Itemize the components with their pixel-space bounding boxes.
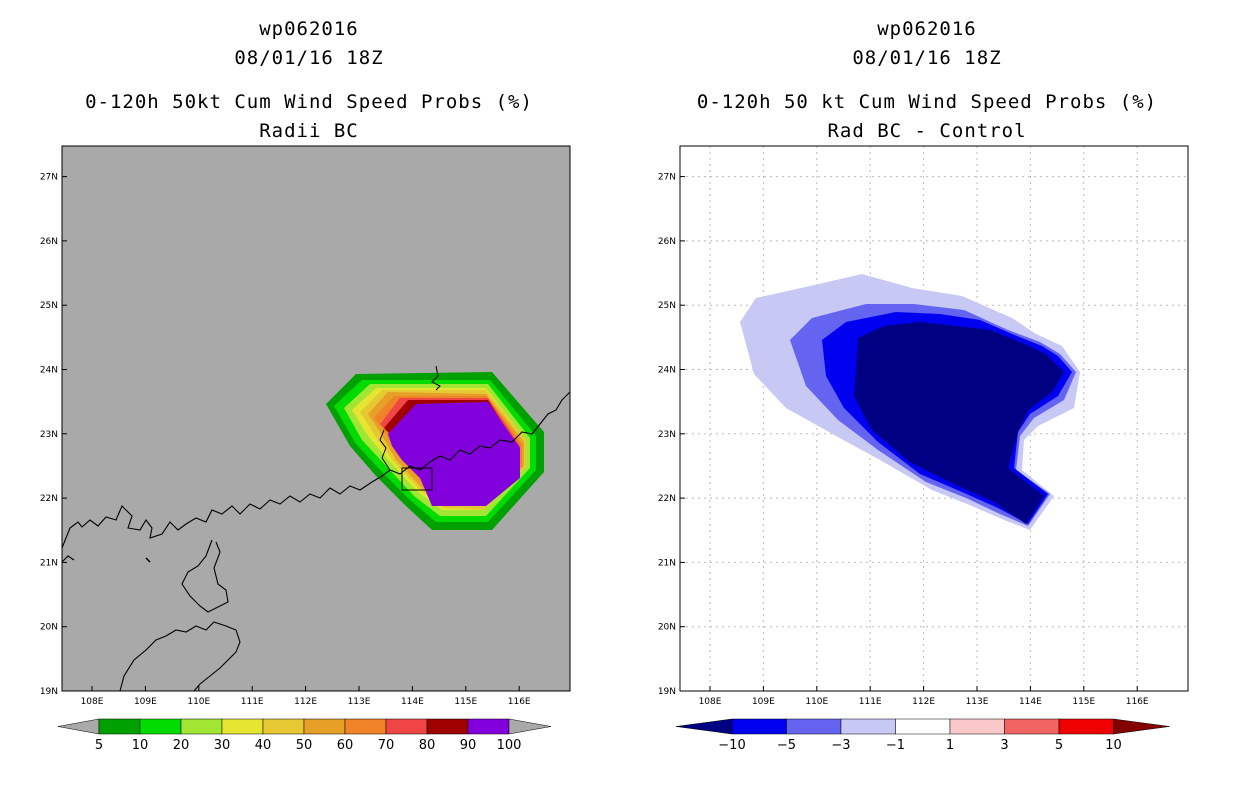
lon-label: 109E	[134, 697, 157, 707]
colorbar-label: 1	[946, 738, 954, 753]
colorbar-swatch	[303, 718, 346, 735]
lat-label: 25N	[658, 301, 676, 311]
colorbar-swatch	[98, 718, 141, 735]
left-colorbar: 5 10 20 30 40 50 60 70 80 90 100	[57, 718, 552, 753]
lon-label: 112E	[912, 697, 935, 707]
lon-label: 111E	[859, 697, 882, 707]
lat-label: 22N	[658, 494, 676, 504]
lat-label: 23N	[40, 430, 58, 440]
colorbar-label: −10	[718, 738, 745, 753]
lat-label: 25N	[40, 301, 58, 311]
left-map: 108E 109E 110E 111E 112E 113E 114E 115E 116E 19N 2…	[40, 145, 571, 707]
lon-label: 113E	[966, 697, 989, 707]
lon-label: 112E	[294, 697, 317, 707]
right-map: 108E 109E 110E 111E 112E 113E 114E 115E 116E 19N 2…	[658, 145, 1189, 707]
lat-label: 27N	[40, 173, 58, 183]
lat-label: 20N	[658, 623, 676, 633]
colorbar-label: 70	[378, 738, 395, 753]
colorbar-label: −5	[777, 738, 796, 753]
lat-label: 24N	[658, 366, 676, 376]
colorbar-swatch	[180, 718, 223, 735]
lon-label: 109E	[752, 697, 775, 707]
left-axis-ticks: 108E 109E 110E 111E 112E 113E 114E 115E 116E 19N 2…	[40, 173, 531, 707]
colorbar-swatch	[262, 718, 305, 735]
colorbar-swatch	[840, 718, 896, 735]
lat-label: 21N	[40, 558, 58, 568]
colorbar-label: 90	[460, 738, 477, 753]
colorbar-swatch	[731, 718, 787, 735]
colorbar-label: 60	[337, 738, 354, 753]
colorbar-swatch	[221, 718, 264, 735]
colorbar-label: 3	[1000, 738, 1008, 753]
colorbar-label: 10	[1105, 738, 1122, 753]
colorbar-swatch	[786, 718, 842, 735]
lon-label: 113E	[348, 697, 371, 707]
lon-label: 116E	[508, 697, 531, 707]
colorbar-label: 30	[214, 738, 231, 753]
right-colorbar: −10 −5 −3 −1 1 3 5 10	[675, 718, 1170, 753]
lon-label: 115E	[1072, 697, 1095, 707]
colorbar-label: 10	[132, 738, 149, 753]
left-datetime: 08/01/16 18Z	[234, 47, 384, 69]
lon-label: 116E	[1126, 697, 1149, 707]
right-difference-field	[740, 274, 1080, 530]
lon-label: 110E	[187, 697, 210, 707]
colorbar-swatch	[467, 718, 510, 735]
colorbar-label: 80	[419, 738, 436, 753]
lat-label: 20N	[40, 623, 58, 633]
colorbar-label: 100	[497, 738, 522, 753]
lon-label: 108E	[699, 697, 722, 707]
right-axis-ticks: 108E 109E 110E 111E 112E 113E 114E 115E 116E 19N 2…	[658, 173, 1149, 707]
lat-label: 23N	[658, 430, 676, 440]
left-map-frame	[61, 145, 571, 692]
colorbar-label: 20	[173, 738, 190, 753]
colorbar-swatch	[139, 718, 182, 735]
colorbar-swatch	[949, 718, 1005, 735]
left-subtitle: Radii BC	[259, 120, 359, 142]
colorbar-swatch	[385, 718, 428, 735]
lat-label: 21N	[658, 558, 676, 568]
lon-label: 114E	[401, 697, 424, 707]
right-map-frame	[679, 145, 1189, 692]
right-subtitle: Rad BC - Control	[827, 120, 1027, 142]
colorbar-swatch	[426, 718, 469, 735]
lat-label: 19N	[40, 687, 58, 697]
colorbar-swatch	[1004, 718, 1060, 735]
right-product-title: 0-120h 50 kt Cum Wind Speed Probs (%)	[696, 91, 1158, 113]
colorbar-label: 50	[296, 738, 313, 753]
lat-label: 22N	[40, 494, 58, 504]
lat-label: 19N	[658, 687, 676, 697]
lon-label: 111E	[241, 697, 264, 707]
right-storm-id: wp062016	[877, 18, 977, 40]
lat-label: 24N	[40, 366, 58, 376]
left-probability-field	[326, 372, 544, 530]
lat-label: 27N	[658, 173, 676, 183]
colorbar-swatch	[1058, 718, 1114, 735]
colorbar-swatch	[344, 718, 387, 735]
lat-label: 26N	[658, 237, 676, 247]
colorbar-swatch	[895, 718, 951, 735]
colorbar-label: 40	[255, 738, 272, 753]
colorbar-label: 5	[95, 738, 103, 753]
lat-label: 26N	[40, 237, 58, 247]
colorbar-label: 5	[1055, 738, 1063, 753]
colorbar-low-extend	[675, 718, 733, 735]
colorbar-low-extend	[57, 718, 100, 735]
right-datetime: 08/01/16 18Z	[852, 47, 1002, 69]
lon-label: 110E	[805, 697, 828, 707]
lon-label: 114E	[1019, 697, 1042, 707]
colorbar-high-extend	[1113, 718, 1170, 735]
left-storm-id: wp062016	[259, 18, 359, 40]
colorbar-high-extend	[508, 718, 552, 735]
lon-label: 115E	[454, 697, 477, 707]
colorbar-label: −3	[831, 738, 850, 753]
colorbar-label: −1	[886, 738, 905, 753]
lon-label: 108E	[81, 697, 104, 707]
left-product-title: 0-120h 50kt Cum Wind Speed Probs (%)	[85, 91, 533, 113]
